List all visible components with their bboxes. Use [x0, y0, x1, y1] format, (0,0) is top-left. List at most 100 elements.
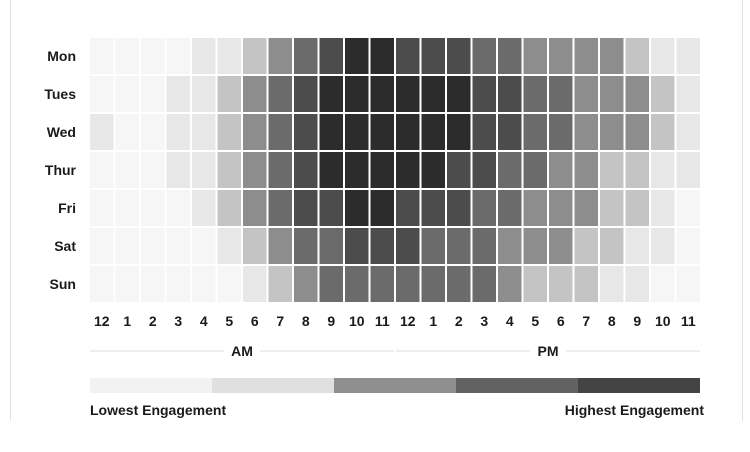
hour-label: 2 — [455, 313, 463, 329]
heatmap-cell — [217, 190, 241, 226]
heatmap-cell — [651, 114, 675, 150]
hour-label: 2 — [149, 313, 157, 329]
heatmap-cell — [574, 114, 598, 150]
heatmap-cell — [574, 190, 598, 226]
heatmap-cell — [90, 76, 114, 112]
heatmap-cell — [192, 266, 216, 302]
hour-label: 12 — [94, 313, 110, 329]
heatmap-cell — [319, 228, 343, 264]
heatmap-cell — [447, 114, 471, 150]
heatmap-cell — [472, 228, 496, 264]
heatmap-cell — [676, 76, 700, 112]
heatmap-cell — [268, 38, 292, 74]
heatmap-cell — [268, 76, 292, 112]
heatmap-cell — [90, 266, 114, 302]
heatmap-cell — [421, 266, 445, 302]
hour-label: 1 — [429, 313, 437, 329]
heatmap-cell — [651, 190, 675, 226]
heatmap-cell — [192, 152, 216, 188]
heatmap-cell — [421, 152, 445, 188]
legend-high-label: Highest Engagement — [564, 402, 704, 418]
heatmap-cell — [574, 266, 598, 302]
heatmap-cell — [523, 266, 547, 302]
hour-label: 7 — [276, 313, 284, 329]
heatmap-cell — [166, 152, 190, 188]
legend-color-bar — [90, 378, 700, 393]
heatmap-cell — [115, 38, 139, 74]
day-label: Fri — [58, 200, 76, 216]
heatmap-cell — [625, 228, 649, 264]
heatmap-cell — [141, 114, 165, 150]
hour-label: 6 — [251, 313, 259, 329]
heatmap-cell — [115, 76, 139, 112]
heatmap-cell — [523, 228, 547, 264]
heatmap-cell — [498, 266, 522, 302]
heatmap-cell — [421, 114, 445, 150]
heatmap-cell — [243, 38, 267, 74]
heatmap-cell — [217, 152, 241, 188]
heatmap-cell — [651, 152, 675, 188]
heatmap-cell — [319, 38, 343, 74]
heatmap-cell — [447, 190, 471, 226]
heatmap-cell — [90, 152, 114, 188]
heatmap-cell — [549, 76, 573, 112]
hour-label: 7 — [582, 313, 590, 329]
hour-label: 3 — [174, 313, 182, 329]
heatmap-cell — [498, 114, 522, 150]
heatmap-cell — [472, 76, 496, 112]
heatmap-cell — [345, 228, 369, 264]
heatmap-cell — [574, 38, 598, 74]
heatmap-cell — [90, 38, 114, 74]
heatmap-cell — [319, 76, 343, 112]
day-label: Mon — [47, 48, 76, 64]
heatmap-cell — [472, 266, 496, 302]
heatmap-cell — [498, 190, 522, 226]
heatmap-cell — [217, 266, 241, 302]
hour-label: 5 — [531, 313, 539, 329]
heatmap-cell — [370, 114, 394, 150]
heatmap-cell — [396, 38, 420, 74]
heatmap-cell — [243, 114, 267, 150]
heatmap-cell — [370, 152, 394, 188]
heatmap-cell — [676, 266, 700, 302]
hour-label: 3 — [480, 313, 488, 329]
heatmap-cell — [523, 114, 547, 150]
heatmap-cell — [90, 228, 114, 264]
hour-label: 6 — [557, 313, 565, 329]
heatmap-cell — [268, 228, 292, 264]
heatmap-cell — [574, 152, 598, 188]
heatmap-cell — [141, 190, 165, 226]
heatmap-cell — [625, 152, 649, 188]
heatmap-cell — [319, 190, 343, 226]
heatmap-cell — [651, 38, 675, 74]
heatmap-cell — [447, 38, 471, 74]
hour-label: 4 — [200, 313, 208, 329]
heatmap-cell — [268, 266, 292, 302]
heatmap-cell — [600, 266, 624, 302]
heatmap-cell — [651, 228, 675, 264]
heatmap-cell — [676, 114, 700, 150]
heatmap-cell — [625, 114, 649, 150]
heatmap-cell — [676, 152, 700, 188]
heatmap-cell — [141, 228, 165, 264]
heatmap-cell — [192, 228, 216, 264]
heatmap-cell — [421, 76, 445, 112]
heatmap-cell — [166, 76, 190, 112]
heatmap-cell — [574, 76, 598, 112]
day-label: Thur — [45, 162, 77, 178]
heatmap-cell — [396, 76, 420, 112]
heatmap-cell — [243, 152, 267, 188]
hour-label: 9 — [327, 313, 335, 329]
heatmap-cell — [294, 38, 318, 74]
heatmap-cell — [166, 228, 190, 264]
heatmap-cell — [345, 38, 369, 74]
legend-swatch — [212, 378, 334, 393]
heatmap-cell — [625, 190, 649, 226]
heatmap-cell — [345, 114, 369, 150]
heatmap-cell — [600, 190, 624, 226]
hour-label: 5 — [225, 313, 233, 329]
hour-label: 1 — [123, 313, 131, 329]
heatmap-cell — [651, 76, 675, 112]
heatmap-cell — [345, 190, 369, 226]
